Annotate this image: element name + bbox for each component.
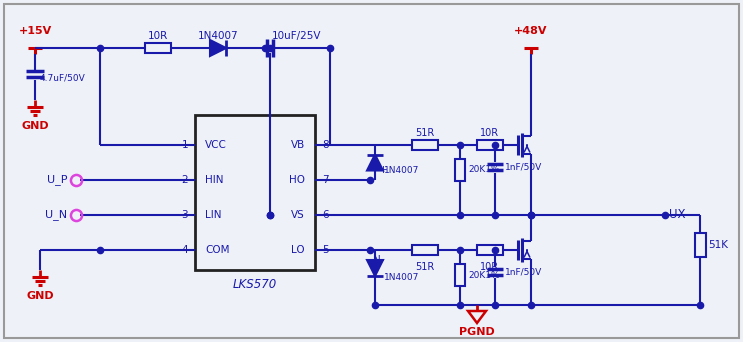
Bar (412, 140, 438, 150)
Text: 5: 5 (322, 245, 328, 255)
Text: LO: LO (291, 245, 305, 255)
Text: COM: COM (205, 245, 230, 255)
Text: +48V: +48V (514, 26, 548, 36)
Text: 51R: 51R (415, 128, 435, 138)
Text: VS: VS (291, 210, 305, 220)
Text: 8: 8 (322, 140, 328, 150)
Polygon shape (367, 155, 383, 171)
Text: 6: 6 (322, 210, 328, 220)
Text: LKS570: LKS570 (233, 278, 277, 291)
Text: 1N4007: 1N4007 (384, 274, 419, 282)
Text: 1N4007: 1N4007 (384, 166, 419, 175)
Text: 10uF/25V: 10uF/25V (272, 31, 322, 41)
Text: 4.7uF/50V: 4.7uF/50V (40, 74, 85, 82)
Text: 1N4007: 1N4007 (198, 31, 239, 41)
Text: N-: N- (373, 255, 384, 265)
Text: 3: 3 (181, 210, 188, 220)
Text: HIN: HIN (205, 175, 224, 185)
Text: PGND: PGND (459, 327, 495, 337)
Text: 2: 2 (181, 175, 188, 185)
Text: 1nF/50V: 1nF/50V (505, 267, 542, 276)
Bar (455, 159, 465, 181)
Text: P+: P+ (373, 165, 388, 175)
Text: 10R: 10R (148, 31, 168, 41)
Polygon shape (367, 260, 383, 276)
Text: 51R: 51R (415, 262, 435, 272)
Text: 1nF/50V: 1nF/50V (505, 162, 542, 171)
Text: GND: GND (22, 121, 49, 131)
Text: HO: HO (289, 175, 305, 185)
Text: 20K1%: 20K1% (468, 166, 499, 174)
Bar (195, 115, 315, 270)
Text: VCC: VCC (205, 140, 227, 150)
Text: 10R: 10R (481, 128, 499, 138)
Text: 20K1%: 20K1% (468, 271, 499, 279)
Text: 7: 7 (322, 175, 328, 185)
Polygon shape (210, 40, 226, 56)
Text: LIN: LIN (205, 210, 221, 220)
Text: UX: UX (669, 209, 686, 222)
Bar (412, 245, 438, 255)
Text: VB: VB (291, 140, 305, 150)
Text: 10R: 10R (481, 262, 499, 272)
Text: 1: 1 (181, 140, 188, 150)
Text: 51K: 51K (708, 240, 728, 250)
Bar (145, 43, 171, 53)
Text: 4: 4 (181, 245, 188, 255)
Text: GND: GND (26, 291, 53, 301)
Bar (695, 233, 706, 257)
Bar (477, 245, 503, 255)
Text: U_N: U_N (45, 210, 67, 221)
Bar (455, 264, 465, 286)
Bar (477, 140, 503, 150)
Text: +15V: +15V (19, 26, 51, 36)
Text: U_P: U_P (47, 174, 67, 185)
